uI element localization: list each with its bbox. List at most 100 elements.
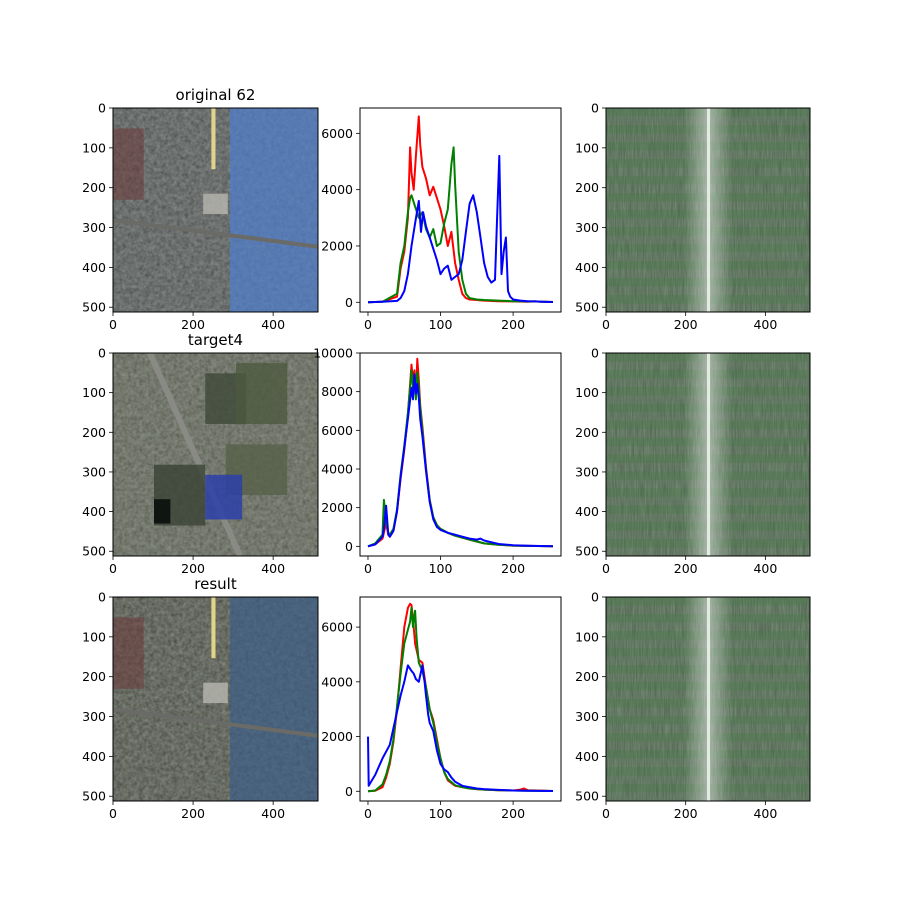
panel-title: result <box>194 575 237 593</box>
y-tick-label: 400 <box>82 504 106 519</box>
y-tick-label: 500 <box>82 300 106 315</box>
image-content <box>606 597 810 801</box>
axes-frame <box>112 107 319 313</box>
x-tick-label: 200 <box>674 317 698 332</box>
x-tick-label: 200 <box>674 806 698 821</box>
y-tick-label: 6000 <box>321 423 353 438</box>
series-line-blue <box>367 664 554 792</box>
y-tick-label: 6000 <box>321 620 353 635</box>
panel-7: 0 200 400 0 100 200 300 400 500 result <box>82 575 319 821</box>
image-content <box>113 108 318 312</box>
x-tick-label: 400 <box>261 317 285 332</box>
y-tick-label: 0 <box>98 346 106 361</box>
y-tick-label: 0 <box>591 101 599 116</box>
y-tick-label: 400 <box>575 260 599 275</box>
plot-area <box>360 108 561 312</box>
x-tick-label: 400 <box>261 561 285 576</box>
panel-title: original 62 <box>176 86 256 104</box>
image-content <box>606 108 810 312</box>
panel-9: 0 200 400 0 100 200 300 400 500 <box>575 590 811 821</box>
y-tick-label: 300 <box>575 709 599 724</box>
y-tick-label: 200 <box>575 425 599 440</box>
x-tick-label: 200 <box>501 806 525 821</box>
y-tick-label: 2000 <box>321 500 353 515</box>
axes-frame <box>112 596 319 802</box>
series-line-green <box>367 146 554 304</box>
plot-area <box>360 597 561 801</box>
x-tick-label: 0 <box>109 317 117 332</box>
y-tick-label: 100 <box>575 385 599 400</box>
axes-frame <box>605 596 811 802</box>
y-tick-label: 200 <box>575 180 599 195</box>
x-tick-label: 0 <box>109 561 117 576</box>
y-tick-label: 10000 <box>313 346 353 361</box>
axes-frame <box>112 352 319 557</box>
x-tick-label: 200 <box>501 317 525 332</box>
y-tick-label: 0 <box>345 295 353 310</box>
x-tick-label: 0 <box>602 317 610 332</box>
y-tick-label: 500 <box>575 789 599 804</box>
y-tick-label: 500 <box>575 544 599 559</box>
series-line-blue <box>367 154 554 304</box>
y-tick-label: 300 <box>82 220 106 235</box>
panel-1: 0 200 400 0 100 200 300 400 500 original 62 <box>82 86 319 332</box>
y-tick-label: 0 <box>591 590 599 605</box>
y-tick-label: 500 <box>575 300 599 315</box>
panel-6: 0 200 400 0 100 200 300 400 500 <box>575 346 811 576</box>
y-tick-label: 400 <box>82 260 106 275</box>
y-tick-label: 100 <box>575 140 599 155</box>
x-tick-label: 0 <box>602 806 610 821</box>
y-tick-label: 6000 <box>321 126 353 141</box>
y-tick-label: 2000 <box>321 729 353 744</box>
x-tick-label: 200 <box>181 561 205 576</box>
x-tick-label: 400 <box>753 806 777 821</box>
x-tick-label: 400 <box>753 317 777 332</box>
y-tick-label: 4000 <box>321 674 353 689</box>
image-content <box>606 353 810 556</box>
y-tick-label: 200 <box>82 425 106 440</box>
y-tick-label: 400 <box>575 504 599 519</box>
panel-title: target4 <box>188 331 243 349</box>
y-tick-label: 300 <box>575 220 599 235</box>
y-tick-label: 4000 <box>321 182 353 197</box>
x-tick-label: 200 <box>181 317 205 332</box>
y-tick-label: 0 <box>98 101 106 116</box>
y-tick-label: 300 <box>575 464 599 479</box>
axes-frame <box>359 107 562 313</box>
image-content <box>113 353 318 556</box>
axes-frame <box>359 352 562 557</box>
x-tick-label: 400 <box>261 806 285 821</box>
y-tick-label: 100 <box>82 140 106 155</box>
y-tick-label: 200 <box>575 669 599 684</box>
x-tick-label: 400 <box>753 561 777 576</box>
x-tick-label: 100 <box>429 806 453 821</box>
x-tick-label: 200 <box>674 561 698 576</box>
x-tick-label: 0 <box>602 561 610 576</box>
plot-area <box>360 353 561 556</box>
y-tick-label: 0 <box>591 346 599 361</box>
y-tick-label: 200 <box>82 180 106 195</box>
y-tick-label: 300 <box>82 464 106 479</box>
y-tick-label: 500 <box>82 544 106 559</box>
series-line-blue <box>367 373 554 548</box>
y-tick-label: 0 <box>98 590 106 605</box>
axes-frame <box>605 107 811 313</box>
panel-3: 0 200 400 0 100 200 300 400 500 <box>575 101 811 332</box>
x-tick-label: 200 <box>181 806 205 821</box>
panel-4: 0 200 400 0 100 200 300 400 500 target4 <box>82 331 319 576</box>
y-tick-label: 200 <box>82 669 106 684</box>
x-tick-label: 0 <box>364 561 372 576</box>
x-tick-label: 0 <box>109 806 117 821</box>
y-tick-label: 100 <box>82 385 106 400</box>
series-line-green <box>367 369 554 548</box>
axes-frame <box>605 352 811 557</box>
y-tick-label: 0 <box>345 539 353 554</box>
axes-frame <box>359 596 562 802</box>
x-tick-label: 100 <box>429 317 453 332</box>
y-tick-label: 100 <box>575 629 599 644</box>
y-tick-label: 400 <box>82 749 106 764</box>
image-content <box>113 597 318 801</box>
y-tick-label: 300 <box>82 709 106 724</box>
